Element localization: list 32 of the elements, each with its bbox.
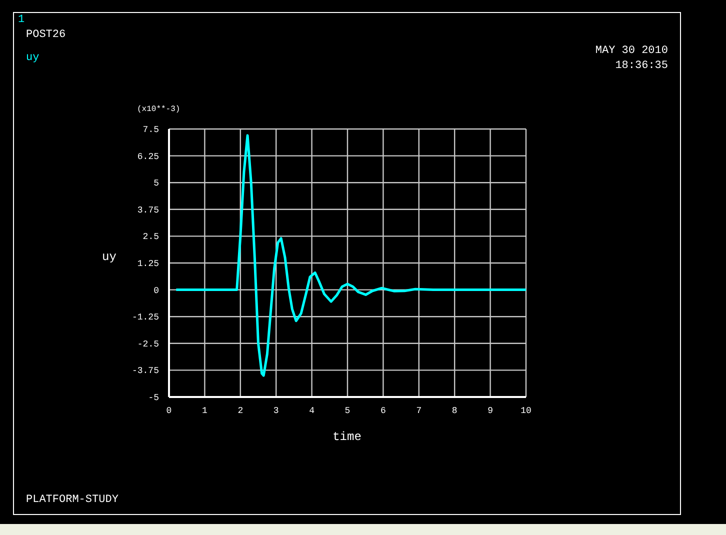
- y-tick-label: 1.25: [137, 259, 159, 269]
- y-tick-label: 2.5: [142, 232, 159, 242]
- y-tick-label: 6.25: [137, 152, 159, 162]
- line-series: [174, 134, 526, 377]
- y-tick-label: -5: [148, 393, 159, 403]
- x-tick-label: 10: [520, 406, 532, 416]
- x-tick-label: 8: [452, 406, 458, 416]
- x-tick-label: 0: [166, 406, 172, 416]
- x-tick-label: 5: [344, 406, 350, 416]
- y-tick-label: -2.5: [137, 339, 159, 350]
- x-tick-label: 7: [416, 406, 422, 416]
- x-tick-label: 1: [202, 406, 208, 416]
- text: 1: [18, 14, 25, 26]
- y-tick-label: 7.5: [142, 125, 159, 135]
- x-tick-label: 9: [488, 406, 494, 416]
- y-tick-label: -3.75: [132, 366, 159, 376]
- y-tick-label: 0: [154, 286, 159, 296]
- x-tick-label: 4: [309, 406, 315, 416]
- text: PLATFORM-STUDY: [26, 494, 118, 506]
- y-tick-label: 3.75: [137, 205, 159, 216]
- y-tick-label: 5: [154, 178, 159, 189]
- y-tick-label: -1.25: [132, 312, 159, 323]
- text: 18:36:35: [615, 60, 668, 72]
- x-tick-label: 6: [380, 406, 386, 416]
- x-tick-label: 3: [273, 406, 279, 416]
- text: MAY 30 2010: [595, 45, 668, 57]
- text: POST26: [26, 29, 66, 41]
- x-axis-title: time: [332, 430, 362, 444]
- text: (x10**-3): [137, 105, 180, 114]
- x-tick-label: 2: [238, 406, 244, 416]
- text: uy: [26, 52, 40, 64]
- y-axis-title: uy: [102, 250, 116, 264]
